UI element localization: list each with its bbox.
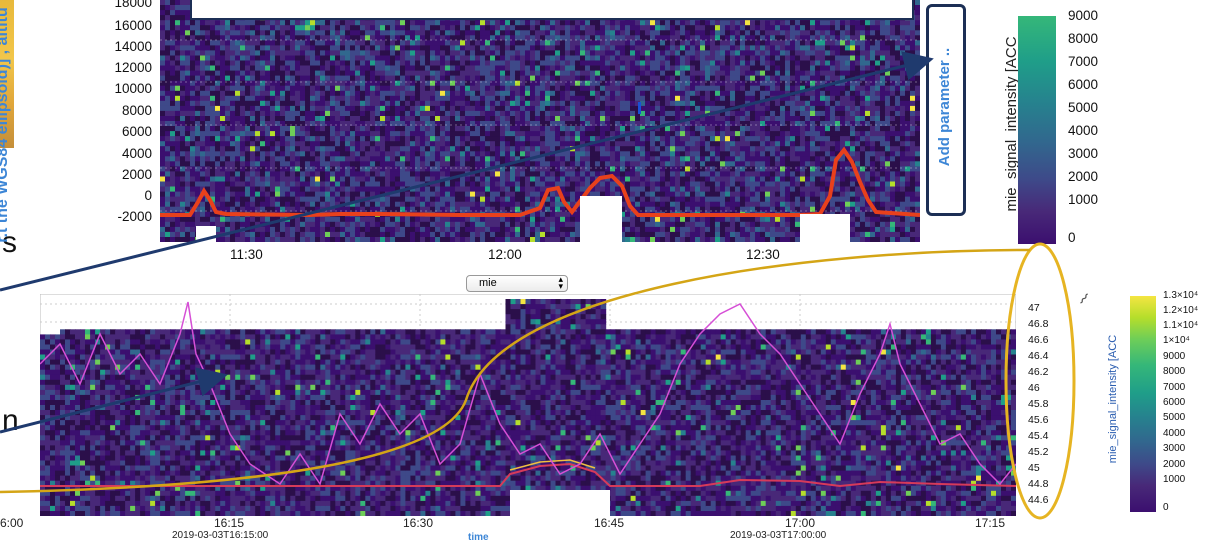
top-cbar-tick: 8000 [1068, 31, 1099, 46]
bottom-right-tick: 47 [1028, 302, 1040, 314]
bottom-red-line [40, 462, 1016, 488]
top-y-tick: -2000 [117, 209, 152, 224]
bottom-yellow-line [509, 459, 596, 471]
bottom-right-tick: 46.8 [1028, 318, 1049, 330]
left-text-s: s [2, 226, 17, 259]
bottom-x-axis-label: time [468, 532, 489, 543]
top-y-tick: 10000 [114, 81, 152, 96]
bottom-cbar-tick: 9000 [1163, 351, 1186, 362]
bottom-right-tick: 45.2 [1028, 446, 1049, 458]
bottom-cbar-tick: 8000 [1163, 366, 1186, 377]
top-y-tick: 2000 [121, 167, 152, 182]
top-cbar-tick: 5000 [1068, 100, 1099, 115]
top-cbar-tick: 9000 [1068, 8, 1099, 23]
bottom-datetime-label: 2019-03-03T16:15:00 [172, 530, 269, 541]
gold-curve [0, 248, 1031, 494]
parameter-select[interactable]: mie ▴ ▾ [466, 275, 568, 292]
highlight-ellipse [1004, 242, 1076, 520]
arrow-to-add-parameter [0, 51, 934, 292]
bottom-x-tick: 16:15 [214, 516, 245, 530]
bottom-x-tick: 16:30 [403, 516, 434, 530]
bottom-cbar-tick: 1×10⁴ [1163, 335, 1190, 346]
arrow-to-bottom-plot [0, 367, 228, 434]
bottom-x-tick: 17:15 [975, 516, 1006, 530]
top-colorbar-ticks: 9000 8000 7000 6000 5000 4000 3000 2000 … [1062, 0, 1122, 250]
side-thumbnail [0, 0, 14, 148]
top-y-tick: 14000 [114, 39, 152, 54]
bottom-cbar-tick: 5000 [1163, 412, 1186, 423]
bottom-right-ticks: 47 46.8 46.6 46.4 46.2 46 45.8 45.6 45.4… [1022, 298, 1062, 522]
select-arrows-icon: ▴ ▾ [558, 274, 563, 291]
bottom-curtain-plot[interactable] [40, 294, 1016, 516]
bottom-right-tick: 46 [1028, 382, 1040, 394]
bottom-right-tick: 46.4 [1028, 350, 1049, 362]
bottom-magenta-line [40, 301, 1016, 486]
top-y-tick: 12000 [114, 60, 152, 75]
top-cbar-tick: 1000 [1068, 192, 1099, 207]
bottom-cbar-tick: 4000 [1163, 428, 1186, 439]
text-box-overlay [190, 0, 914, 20]
bottom-cbar-tick: 1.3×10⁴ [1163, 290, 1199, 301]
top-x-tick: 12:30 [746, 247, 780, 262]
top-y-tick: 8000 [121, 103, 152, 118]
top-y-tick: 18000 [114, 0, 152, 10]
bottom-right-tick: 46.2 [1028, 366, 1049, 378]
bottom-x-tick: 17:00 [785, 516, 816, 530]
bottom-cbar-tick: 6000 [1163, 397, 1186, 408]
top-y-ticks: 18000 16000 14000 12000 10000 8000 6000 … [60, 0, 156, 250]
bottom-right-tick: 45.6 [1028, 414, 1049, 426]
bottom-right-tick: 45.8 [1028, 398, 1049, 410]
bottom-cbar-tick: 2000 [1163, 459, 1186, 470]
bottom-cbar-tick: 3000 [1163, 443, 1186, 454]
add-parameter-button[interactable] [926, 4, 966, 216]
parameter-select-value: mie [479, 277, 497, 289]
bottom-x-tick: 16:45 [594, 516, 625, 530]
top-altitude-line [160, 146, 920, 218]
top-y-tick: 0 [144, 188, 152, 203]
top-x-tick: 12:00 [488, 247, 522, 262]
bottom-colorbar [1130, 296, 1156, 512]
bottom-right-tick: 45 [1028, 462, 1040, 474]
top-cbar-tick: 2000 [1068, 169, 1099, 184]
bottom-x-tick: 6:00 [0, 516, 24, 530]
top-x-tick: 11:30 [230, 247, 263, 262]
bottom-cbar-tick: 1000 [1163, 474, 1186, 485]
top-y-tick: 16000 [114, 18, 152, 33]
bottom-right-tick: 44.6 [1028, 494, 1049, 506]
bottom-datetime-label: 2019-03-03T17:00:00 [730, 530, 827, 541]
bottom-right-tick: 45.4 [1028, 430, 1049, 442]
top-y-tick: 4000 [121, 146, 152, 161]
bottom-right-tick: 46.6 [1028, 334, 1049, 346]
bottom-colorbar-ticks: 1.3×10⁴ 1.2×10⁴ 1.1×10⁴ 1×10⁴ 9000 8000 … [1160, 290, 1219, 516]
bottom-cbar-tick: 1.1×10⁴ [1163, 320, 1199, 331]
top-cbar-tick: 6000 [1068, 77, 1099, 92]
top-y-tick: 6000 [121, 124, 152, 139]
top-cbar-tick: 3000 [1068, 146, 1099, 161]
top-cbar-tick: 7000 [1068, 54, 1099, 69]
top-colorbar [1018, 16, 1056, 244]
bottom-right-tick: 44.8 [1028, 478, 1049, 490]
top-cbar-tick: 4000 [1068, 123, 1099, 138]
bottom-cbar-tick: 7000 [1163, 382, 1186, 393]
bottom-cbar-tick: 0 [1163, 502, 1169, 513]
bottom-cbar-tick: 1.2×10⁴ [1163, 305, 1199, 316]
top-cbar-tick: 0 [1068, 230, 1076, 245]
